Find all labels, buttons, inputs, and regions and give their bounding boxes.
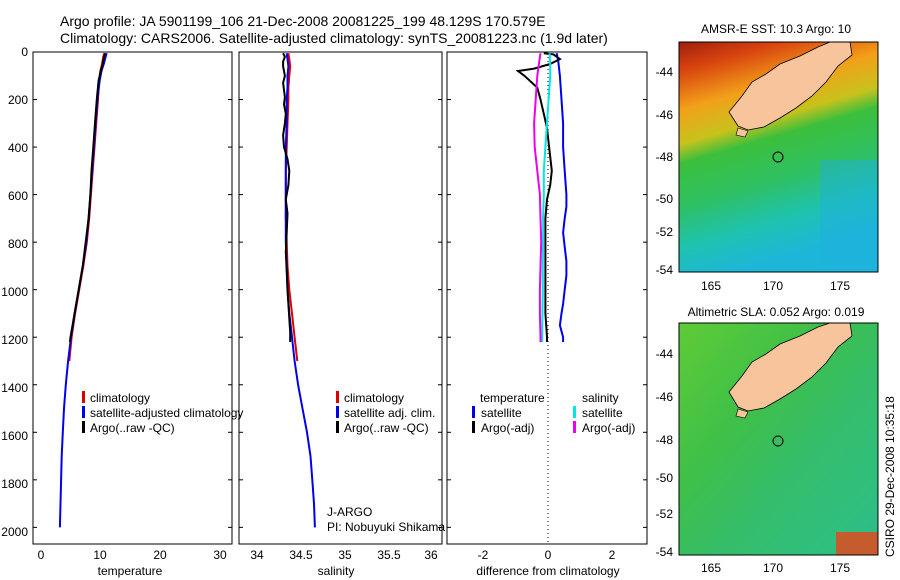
salinity-legend: climatology satellite adj. clim. Argo(..… — [336, 391, 435, 435]
series-line-salinity-satellite — [541, 53, 552, 342]
salinity-series-lines — [282, 52, 316, 528]
series-line-temperature-satellite — [555, 53, 568, 342]
header-line-2: Climatology: CARS2006. Satellite-adjuste… — [60, 30, 608, 46]
salinity-x-tick-label: 34.5 — [289, 548, 313, 562]
pi-annotation: J-ARGO PI: Nobuyuki Shikama — [327, 505, 445, 534]
legend-swatch-temp-argo — [472, 421, 475, 433]
sst-lon-tick-label: 165 — [701, 279, 721, 293]
legend-label: Argo(-adj) — [481, 421, 534, 435]
legend-label: Argo(-adj) — [582, 421, 635, 435]
legend-swatch-argo — [82, 421, 85, 433]
legend-swatch-salt-satellite — [573, 406, 576, 418]
salinity-x-tick-label: 36 — [424, 548, 438, 562]
sla-lat-tick-label: -44 — [656, 347, 674, 361]
legend-label: Argo(..raw -QC) — [90, 421, 175, 435]
temperature-x-tick-label: 0 — [38, 548, 45, 562]
difference-legend: temperature salinity satellite Argo(-adj… — [472, 391, 635, 435]
profile-tick-marks — [33, 51, 647, 528]
temperature-x-tick-label: 10 — [93, 548, 107, 562]
sst-lat-tick-label: -54 — [656, 263, 674, 277]
depth-tick-label: 600 — [8, 189, 28, 203]
sla-lat-tick-label: -46 — [656, 390, 674, 404]
depth-tick-label: 1800 — [1, 477, 28, 491]
temperature-legend: climatology satellite-adjusted climatolo… — [82, 391, 243, 435]
temperature-axis-label: temperature — [98, 564, 163, 578]
depth-tick-label: 400 — [8, 141, 28, 155]
sla-map-title: Altimetric SLA: 0.052 Argo: 0.019 — [688, 305, 865, 319]
depth-tick-label: 2000 — [1, 525, 28, 539]
legend-label: satellite — [481, 406, 522, 420]
salinity-x-tick-label: 35.5 — [377, 548, 401, 562]
legend-swatch-satellite — [336, 406, 339, 418]
sla-lat-tick-label: -54 — [656, 545, 674, 559]
sla-lon-tick-label: 170 — [763, 561, 783, 575]
legend-swatch-climatology — [82, 391, 85, 403]
legend-label: satellite — [582, 406, 623, 420]
depth-tick-label: 800 — [8, 237, 28, 251]
sla-land-south-island — [728, 323, 853, 412]
sst-argo-marker — [772, 151, 784, 163]
temperature-series-lines — [58, 52, 108, 528]
depth-tick-label: 1000 — [1, 285, 28, 299]
sla-lat-tick-label: -52 — [656, 507, 674, 521]
series-line-argo-raw-qc — [68, 52, 106, 343]
legend-header-salinity: salinity — [582, 391, 619, 405]
sla-high-patch — [836, 532, 878, 555]
sst-lon-tick-label: 175 — [830, 279, 850, 293]
legend-label: climatology — [90, 391, 150, 405]
temperature-panel-frame — [32, 51, 233, 545]
difference-axis-label: difference from climatology — [476, 564, 619, 578]
legend-swatch-temp-satellite — [472, 406, 475, 418]
annotation-pi: PI: Nobuyuki Shikama — [327, 520, 445, 534]
depth-tick-label: 1600 — [1, 429, 28, 443]
salinity-x-tick-label: 35 — [338, 548, 352, 562]
salinity-x-tick-label: 34 — [250, 548, 264, 562]
legend-label: satellite-adjusted climatology — [90, 406, 243, 420]
credit-stamp: CSIRO 29-Dec-2008 10:35:18 — [883, 396, 897, 557]
sla-lon-tick-label: 165 — [701, 561, 721, 575]
depth-tick-label: 1400 — [1, 381, 28, 395]
difference-x-tick-label: 0 — [545, 548, 552, 562]
sla-land-stewart-island — [735, 408, 749, 419]
depth-tick-label: 0 — [21, 45, 28, 59]
legend-label: climatology — [344, 391, 404, 405]
legend-header-temperature: temperature — [480, 391, 545, 405]
sst-land-stewart-island — [735, 127, 749, 138]
salinity-axis-label: salinity — [318, 564, 355, 578]
depth-tick-label: 200 — [8, 93, 28, 107]
temperature-x-tick-label: 30 — [213, 548, 227, 562]
sst-lat-tick-label: -52 — [656, 225, 674, 239]
sla-argo-marker — [772, 435, 784, 447]
series-line-salinity-argo-adj — [533, 53, 543, 342]
sst-lat-tick-label: -50 — [656, 192, 674, 206]
depth-tick-label: 1200 — [1, 333, 28, 347]
legend-swatch-satellite — [82, 406, 85, 418]
sst-map-frame — [678, 41, 879, 273]
series-line-argo-raw-qc — [282, 52, 292, 342]
sst-lat-tick-label: -46 — [656, 108, 674, 122]
legend-label: Argo(..raw -QC) — [344, 421, 429, 435]
annotation-program: J-ARGO — [327, 505, 372, 519]
sla-lon-tick-label: 175 — [830, 561, 850, 575]
difference-series-lines — [515, 52, 568, 342]
difference-x-tick-label: 2 — [609, 548, 616, 562]
temperature-x-tick-label: 20 — [153, 548, 167, 562]
sla-lat-tick-label: -50 — [656, 471, 674, 485]
legend-swatch-climatology — [336, 391, 339, 403]
legend-swatch-argo — [336, 421, 339, 433]
sst-map-title: AMSR-E SST: 10.3 Argo: 10 — [701, 22, 851, 36]
difference-x-tick-label: -2 — [478, 548, 489, 562]
sst-lon-tick-label: 170 — [763, 279, 783, 293]
header-line-1: Argo profile: JA 5901199_106 21-Dec-2008… — [60, 13, 545, 29]
sst-lat-tick-label: -44 — [656, 65, 674, 79]
sst-land-south-island — [728, 42, 853, 131]
sst-cold-patch — [820, 160, 878, 270]
legend-swatch-salt-argo — [573, 421, 576, 433]
sst-lat-tick-label: -48 — [656, 150, 674, 164]
sla-map-frame — [678, 322, 879, 556]
legend-label: satellite adj. clim. — [344, 406, 435, 420]
sla-lat-tick-label: -48 — [656, 433, 674, 447]
salinity-panel-frame — [238, 51, 443, 545]
